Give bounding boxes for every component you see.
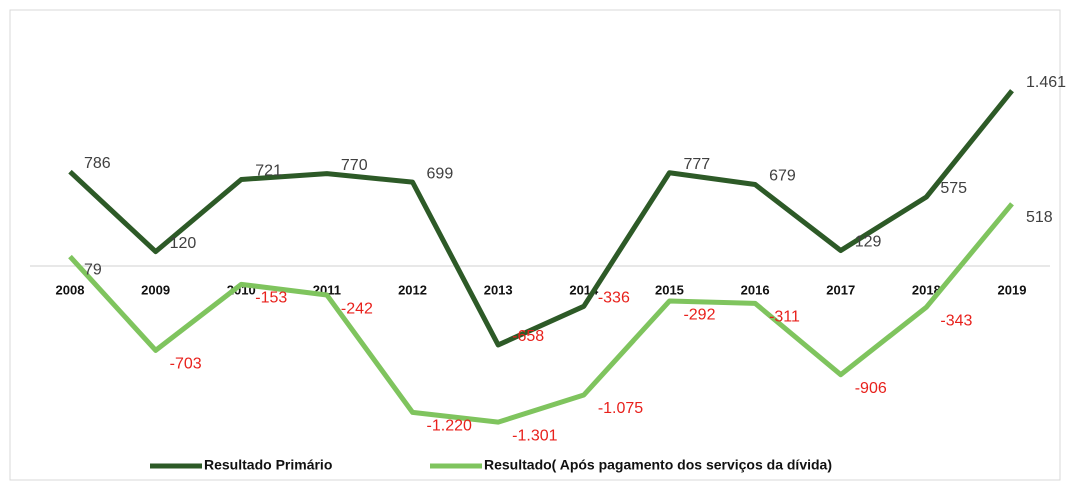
data-label: -1.220 [427,418,472,435]
x-tick-label: 2015 [655,282,684,297]
x-tick-label: 2019 [998,282,1027,297]
data-label: 770 [341,157,368,174]
data-label: 777 [683,156,710,173]
data-label: 129 [855,234,882,251]
series-line [68,202,1014,425]
series-line [68,89,1014,348]
data-label: -906 [855,380,887,397]
data-label: 786 [84,155,111,172]
data-label: 721 [255,163,282,180]
data-label: 1.461 [1026,74,1066,91]
data-label: -343 [940,312,972,329]
data-label: -658 [512,328,544,345]
data-label: -153 [255,290,287,307]
data-label: -242 [341,300,373,317]
legend-label: Resultado Primário [204,457,332,473]
x-tick-label: 2016 [741,282,770,297]
x-tick-label: 2013 [484,282,513,297]
data-label: 679 [769,168,796,185]
x-tick-label: 2009 [141,282,170,297]
data-label: 120 [170,235,197,252]
data-label: 699 [427,165,454,182]
data-label: -1.075 [598,400,643,417]
x-tick-label: 2008 [56,282,85,297]
data-label: 79 [84,262,102,279]
x-tick-label: 2017 [826,282,855,297]
chart-frame [9,9,1061,481]
x-tick-label: 2018 [912,282,941,297]
data-label: -292 [683,306,715,323]
data-label: -703 [170,356,202,373]
data-label: 575 [940,180,967,197]
x-tick-label: 2012 [398,282,427,297]
data-label: -1.301 [512,427,557,444]
data-label: 518 [1026,209,1053,226]
legend-label: Resultado( Após pagamento dos serviços d… [484,457,832,473]
data-label: -311 [769,309,800,326]
data-label: -336 [598,290,630,307]
